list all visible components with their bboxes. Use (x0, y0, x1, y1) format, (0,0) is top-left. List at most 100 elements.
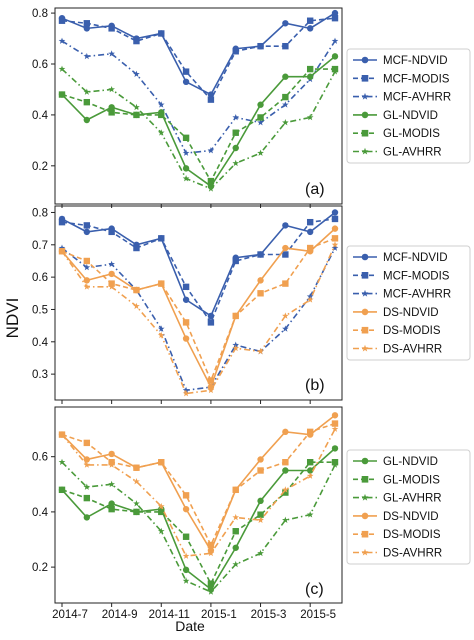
data-point (157, 502, 165, 510)
legend-marker (361, 111, 369, 119)
series-line (61, 55, 336, 188)
panels: 0.2 0.4 0.6 0.8 (a) MCF-NDVID MCF-MODIS MCF-AVH… (32, 7, 471, 621)
y-tick-label: 0.2 (32, 161, 48, 173)
data-point (83, 98, 91, 106)
legend-label: DS-MODIS (383, 325, 441, 337)
data-point (331, 215, 339, 223)
data-point (207, 96, 215, 103)
panel-label: (c) (305, 581, 324, 598)
legend-label: GL-NDVID (383, 456, 438, 468)
data-point (133, 478, 140, 485)
legend-label: GL-AVHRR (383, 493, 442, 505)
series-line (61, 17, 336, 102)
data-point (58, 431, 66, 438)
data-point (157, 129, 165, 136)
legend-frame (346, 245, 471, 361)
data-point (331, 241, 339, 248)
data-point (133, 37, 140, 45)
data-point (306, 73, 314, 80)
data-point (83, 88, 91, 95)
data-point (158, 111, 165, 119)
data-point (282, 428, 289, 436)
data-point (282, 516, 289, 524)
data-point (232, 486, 239, 494)
series-line (61, 40, 336, 154)
legend-label: DS-AVHRR (383, 548, 442, 560)
x-tick-label: 2014-7 (52, 609, 88, 621)
data-point (331, 225, 339, 232)
data-point (182, 175, 190, 182)
series-GL-MODIS (58, 65, 339, 185)
data-point (207, 177, 215, 185)
data-point (282, 222, 289, 229)
data-point (108, 270, 115, 278)
data-point (83, 257, 91, 265)
data-point (331, 235, 339, 242)
data-point (306, 228, 314, 236)
series-MCF-NDVID (58, 209, 339, 320)
data-point (257, 149, 264, 156)
data-point (232, 312, 239, 320)
data-point (83, 483, 91, 490)
data-point (58, 37, 66, 44)
data-point (207, 185, 215, 192)
legend-label: GL-MODIS (383, 474, 440, 486)
data-point (58, 486, 66, 494)
legend-marker (361, 548, 369, 556)
data-point (257, 119, 264, 126)
data-point (257, 549, 264, 557)
data-point (133, 508, 140, 516)
data-point (83, 494, 91, 502)
data-point (182, 533, 190, 540)
data-point (257, 101, 264, 108)
data-point (182, 566, 190, 574)
data-point (158, 459, 165, 466)
data-point (306, 293, 314, 300)
data-point (306, 17, 314, 24)
legend-frame (346, 48, 471, 164)
data-point (331, 244, 339, 251)
data-point (282, 325, 289, 332)
plot-frame (54, 205, 343, 401)
data-point (331, 209, 339, 216)
data-point (83, 20, 91, 27)
data-point (83, 277, 91, 284)
data-point (207, 147, 215, 154)
data-point (108, 25, 115, 32)
data-point (232, 129, 239, 136)
data-point (182, 577, 190, 584)
data-point (182, 492, 190, 499)
legend-marker (361, 56, 369, 64)
data-point (83, 456, 91, 463)
y-tick-label: 0.8 (32, 8, 48, 20)
data-point (232, 257, 239, 265)
legend-label: GL-AVHRR (383, 147, 442, 159)
series-line (61, 12, 336, 96)
legend-label: MCF-AVHRR (383, 92, 451, 104)
data-point (83, 439, 91, 447)
series-line (61, 228, 336, 390)
data-point (282, 20, 289, 27)
legend: MCF-NDVID MCF-MODIS MCF-AVHRR GL-NDVID GL-MO… (346, 48, 471, 164)
data-point (108, 85, 115, 93)
data-point (108, 505, 115, 513)
data-point (331, 445, 339, 452)
data-point (182, 386, 190, 394)
legend-marker (361, 272, 369, 279)
y-tick-label: 0.6 (32, 272, 48, 284)
plot-frame (54, 7, 343, 205)
data-point (232, 48, 239, 55)
data-point (157, 527, 165, 535)
y-tick-label: 0.4 (32, 507, 49, 519)
data-point (257, 290, 264, 297)
series-line (61, 414, 336, 553)
series-line (61, 447, 336, 591)
data-point (306, 296, 314, 303)
data-point (83, 25, 91, 32)
data-point (182, 505, 190, 513)
data-point (306, 244, 314, 252)
panel-2: 0.3 0.4 0.5 0.6 0.7 0.8 (b) (32, 205, 343, 404)
data-point (207, 377, 215, 384)
data-point (282, 312, 289, 319)
data-point (182, 149, 190, 156)
